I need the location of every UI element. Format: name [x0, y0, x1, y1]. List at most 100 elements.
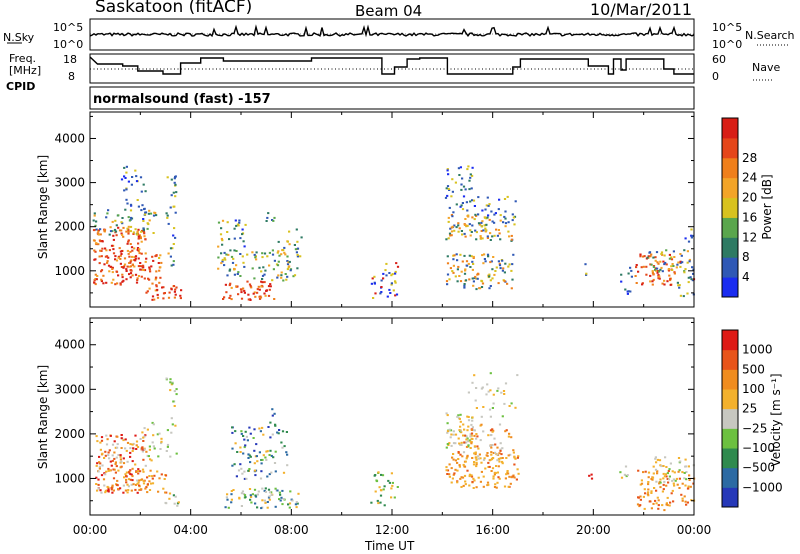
echo-cell [667, 269, 671, 272]
echo-cell [666, 472, 669, 475]
echo-cell [385, 274, 388, 277]
echo-cell [104, 491, 107, 494]
freq-right-tick-bottom: 0 [712, 70, 719, 83]
echo-cell [471, 224, 474, 227]
echo-cell [174, 495, 177, 498]
echo-cell [463, 465, 467, 468]
echo-cell [497, 229, 500, 231]
echo-cell [683, 270, 686, 273]
echo-cell [100, 491, 103, 494]
echo-cell [154, 289, 157, 292]
echo-cell [585, 272, 588, 275]
echo-cell [487, 214, 490, 217]
colorbar-segment [722, 197, 738, 218]
echo-cell [125, 268, 128, 271]
echo-cell [243, 291, 246, 294]
echo-cell [673, 484, 676, 487]
echo-cell [498, 198, 501, 201]
echo-cell [396, 486, 399, 488]
echo-cell [110, 244, 114, 247]
echo-cell [161, 286, 164, 289]
echo-cell [271, 219, 274, 221]
echo-cell [475, 231, 478, 234]
echo-cell [115, 270, 118, 273]
echo-cell [132, 447, 135, 450]
echo-cell [93, 229, 96, 231]
echo-cell [512, 253, 515, 256]
echo-cell [254, 256, 257, 259]
echo-cell [123, 175, 126, 178]
echo-cell [462, 434, 465, 437]
echo-cell [109, 434, 112, 437]
station-title: Saskatoon (fitACF) [95, 0, 253, 17]
echo-cell [451, 225, 454, 228]
echo-cell [111, 268, 114, 270]
echo-cell [493, 221, 496, 224]
echo-cell [138, 248, 141, 251]
echo-cell [125, 481, 128, 484]
echo-cell [99, 249, 102, 252]
y-tick-label: 2000 [54, 427, 85, 441]
echo-cell [452, 254, 455, 257]
echo-cell [685, 471, 688, 473]
echo-cell [513, 223, 516, 226]
echo-cell [505, 473, 508, 476]
echo-cell [446, 262, 450, 265]
echo-cell [104, 489, 107, 492]
echo-cell [651, 280, 654, 283]
echo-cell [507, 485, 510, 488]
echo-cell [498, 264, 502, 267]
echo-cell [244, 496, 247, 499]
echo-cell [484, 467, 487, 470]
echo-cell [464, 279, 468, 282]
colorbar-segment [722, 217, 738, 238]
echo-cell [457, 458, 460, 460]
echo-cell [260, 507, 263, 510]
echo-cell [119, 254, 122, 257]
echo-cell [175, 388, 178, 391]
echo-cell [472, 263, 475, 265]
echo-cell [445, 446, 448, 449]
echo-cell [467, 444, 470, 447]
echo-cell [679, 260, 682, 263]
echo-cell [240, 492, 243, 495]
echo-cell [261, 256, 264, 259]
echo-cell [125, 278, 128, 281]
echo-cell [470, 474, 473, 477]
echo-cell [261, 499, 264, 502]
echo-cell [261, 252, 264, 255]
echo-cell [160, 473, 163, 476]
echo-cell [650, 492, 653, 494]
echo-cell [468, 475, 471, 478]
echo-cell [97, 487, 100, 490]
echo-cell [667, 268, 670, 270]
echo-cell [243, 477, 246, 480]
echo-cell [143, 277, 146, 280]
echo-cell [464, 218, 467, 220]
echo-cell [686, 261, 689, 264]
echo-cell [466, 264, 469, 267]
echo-cell [516, 456, 519, 459]
echo-cell [295, 228, 298, 231]
echo-cell [493, 213, 496, 216]
echo-cell [467, 445, 470, 448]
echo-cell [113, 228, 117, 231]
echo-cell [240, 467, 243, 470]
echo-cell [675, 266, 678, 269]
echo-cell [639, 483, 642, 486]
echo-cell [654, 256, 657, 259]
echo-cell [489, 285, 492, 287]
echo-cell [115, 456, 118, 459]
echo-cell [512, 451, 515, 454]
echo-cell [138, 488, 141, 491]
echo-cell [660, 253, 663, 255]
echo-cell [147, 455, 150, 458]
echo-cell [497, 465, 500, 468]
echo-cell [231, 261, 235, 264]
echo-cell [479, 480, 482, 483]
echo-cell [231, 447, 234, 450]
echo-cell [155, 270, 158, 273]
echo-cell [493, 273, 496, 276]
echo-cell [508, 405, 511, 407]
echo-cell [224, 283, 227, 286]
